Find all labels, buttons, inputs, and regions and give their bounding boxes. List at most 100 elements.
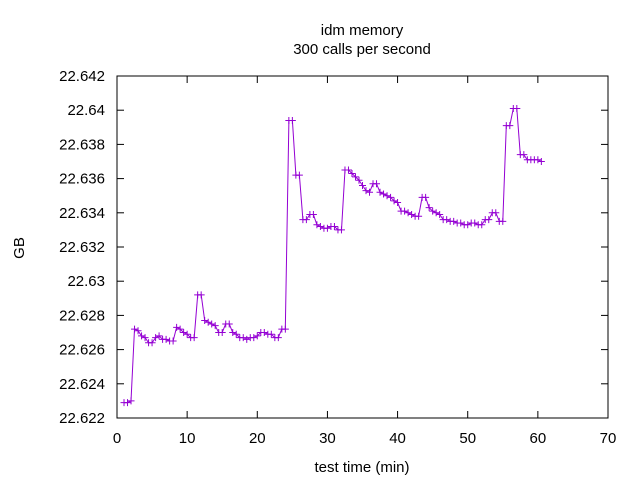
data-point [443,216,451,224]
data-point [267,330,275,338]
data-point [471,219,479,227]
x-tick-label: 30 [319,430,336,447]
data-point [204,318,212,326]
data-point [260,329,268,336]
data-point [288,116,296,124]
data-point [229,329,237,336]
data-point [450,217,458,225]
data-point [478,221,486,229]
x-tick-label: 20 [249,430,266,447]
data-point [138,332,146,340]
chart-subtitle: 300 calls per second [293,41,431,58]
data-point [373,180,381,188]
x-tick-label: 60 [530,430,547,447]
series-markers [120,104,545,407]
data-point [274,334,282,342]
data-point [302,216,310,224]
y-tick-label: 22.634 [59,205,105,222]
data-point [309,211,317,219]
chart-title: idm memory [321,22,404,39]
x-axis: 0 10 20 30 40 50 60 70 [113,76,617,447]
data-point [383,192,391,200]
data-point [492,209,500,217]
data-point [404,209,412,217]
y-tick-label: 22.632 [59,239,105,256]
y-tick-label: 22.64 [67,102,105,119]
data-point [208,320,216,328]
data-point [344,166,352,174]
series-line [124,108,542,404]
x-tick-label: 70 [600,430,617,447]
data-point [425,204,433,212]
data-point [250,334,258,342]
y-tick-label: 22.642 [59,68,105,85]
data-point [429,207,437,215]
data-point [152,334,160,342]
data-point [127,397,135,405]
data-point [337,226,345,234]
data-point [537,158,545,165]
y-tick-label: 22.636 [59,171,105,188]
data-point [351,173,359,181]
x-tick-label: 0 [113,430,121,447]
data-point [415,212,423,220]
data-point [183,330,191,338]
data-point [173,323,181,331]
data-point [162,335,170,343]
data-point [390,197,398,205]
data-point [499,217,507,225]
data-point [201,317,209,325]
data-point [313,221,321,229]
data-point [155,332,163,340]
data-point [180,329,188,336]
data-point [401,207,409,215]
data-point [239,334,247,342]
data-point [218,329,226,336]
data-point [253,332,261,340]
plot-frame [116,75,609,419]
data-point [485,216,493,224]
y-axis: 22.622 22.624 22.626 22.628 22.63 22.632 22.63… [59,68,608,427]
data-point [506,122,514,130]
y-tick-label: 22.638 [59,136,105,153]
data-point [513,104,521,112]
data-point [330,222,338,230]
data-point [376,188,384,196]
data-point [408,211,416,219]
data-point [131,325,139,333]
data-point [295,171,303,179]
data-point [348,169,356,177]
data-point [190,334,198,342]
data-point [380,190,388,198]
data-point [355,176,363,184]
data-point [359,181,366,189]
y-tick-label: 22.626 [59,342,105,359]
data-point [211,322,219,330]
data-point [457,219,465,227]
data-point [232,330,240,338]
data-point [169,337,177,345]
data-point [281,325,289,333]
data-point [176,325,184,333]
data-point [432,209,440,217]
data-point [520,151,528,159]
data-point [243,335,251,343]
y-tick-label: 22.628 [59,307,105,324]
data-point [387,193,395,201]
data-point [148,339,156,347]
y-tick-label: 22.622 [59,410,105,427]
data-point [534,156,542,164]
data-point [436,211,444,219]
data-point [134,327,142,335]
data-point [362,187,370,195]
x-tick-label: 50 [459,430,476,447]
data-point [225,320,233,328]
data-point [316,222,324,230]
data-point [366,188,374,196]
data-point [422,193,430,201]
y-tick-label: 22.624 [59,376,105,393]
x-tick-label: 10 [179,430,196,447]
data-point [141,334,149,342]
data-point [394,199,402,207]
